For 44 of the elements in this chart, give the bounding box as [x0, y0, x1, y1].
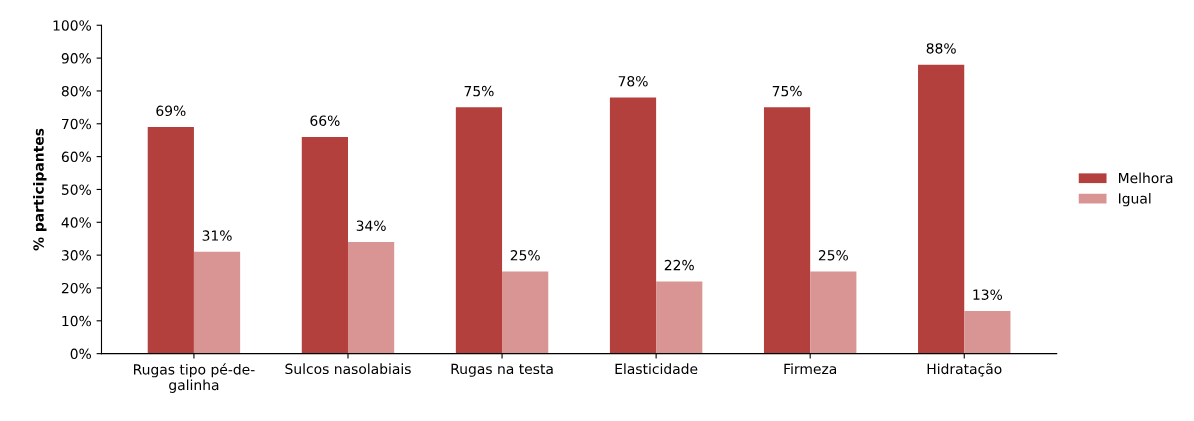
- bar: [656, 281, 703, 354]
- bar: [810, 271, 857, 354]
- y-axis-title: % participantes: [33, 128, 47, 251]
- bar: [147, 127, 194, 354]
- data-label: 66%: [310, 115, 340, 126]
- bar: [347, 241, 395, 354]
- data-label: 75%: [464, 85, 494, 97]
- x-tick-label: Rugas tipo pé-de- galinha: [134, 363, 255, 393]
- y-tick-label: 90%: [61, 53, 91, 64]
- y-tick-label: 40%: [61, 217, 91, 228]
- data-label: 22%: [664, 259, 694, 271]
- legend-label: Melhora: [1118, 172, 1173, 184]
- data-label: 75%: [772, 85, 802, 97]
- data-label: 34%: [356, 220, 386, 231]
- bar: [763, 107, 811, 354]
- x-tick-label: Hidratação: [927, 363, 1002, 377]
- x-tick-label: Rugas na testa: [451, 363, 553, 377]
- data-label: 78%: [618, 75, 648, 87]
- data-label: 25%: [818, 250, 848, 261]
- data-label: 31%: [202, 230, 232, 241]
- y-tick-label: 30%: [61, 250, 91, 261]
- bar: [964, 310, 1011, 354]
- data-label: 25%: [510, 250, 540, 261]
- y-tick-label: 50%: [61, 184, 91, 195]
- y-tick-label: 60%: [61, 151, 91, 163]
- data-label: 88%: [926, 43, 956, 54]
- x-tick-label: Firmeza: [784, 363, 837, 375]
- bar: [918, 64, 965, 354]
- x-tick-label: Elasticidade: [615, 363, 698, 375]
- y-tick-label: 10%: [62, 315, 91, 327]
- y-tick-label: 80%: [61, 85, 91, 97]
- legend-label: Igual: [1118, 192, 1151, 207]
- bar: [609, 97, 657, 354]
- y-tick-label: 0%: [70, 348, 91, 360]
- bar: [455, 107, 503, 354]
- bar: [193, 251, 241, 354]
- x-tick-label: Sulcos nasolabiais: [285, 363, 411, 375]
- data-label: 13%: [973, 289, 1003, 300]
- y-tick-label: 20%: [61, 282, 91, 294]
- data-label: 69%: [156, 105, 186, 117]
- y-tick-label: 100%: [53, 20, 91, 31]
- bar: [502, 271, 549, 354]
- bar: [301, 136, 348, 354]
- y-tick-label: 70%: [62, 118, 91, 130]
